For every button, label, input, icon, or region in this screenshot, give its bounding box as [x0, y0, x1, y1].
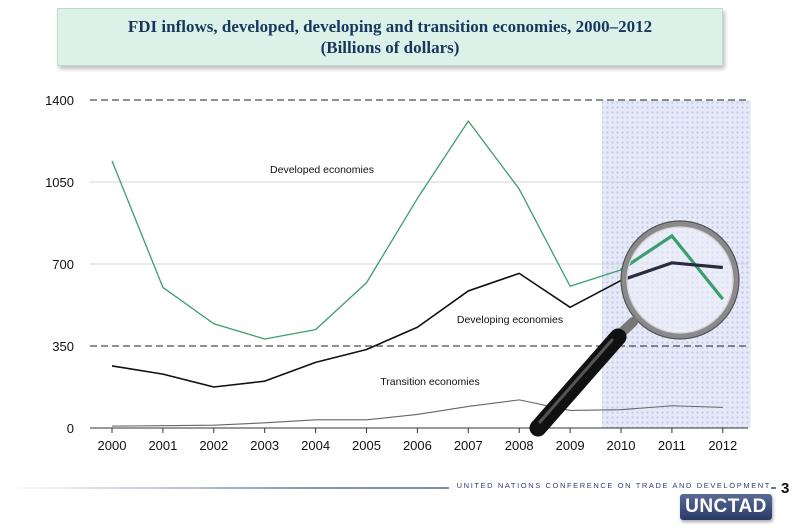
chart-subtitle: (Billions of dollars) [320, 38, 460, 57]
magnifier-rim-edge [620, 220, 740, 340]
x-tick-label: 2008 [505, 438, 534, 453]
x-tick-label: 2005 [352, 438, 381, 453]
series-label: Developed economies [270, 164, 374, 176]
y-tick-label: 0 [67, 421, 74, 436]
x-tick-label: 2011 [658, 438, 686, 453]
magnifier-handle [529, 328, 627, 437]
y-tick-label: 1400 [45, 93, 74, 108]
magnified-developed-line [620, 233, 725, 301]
y-tick-label: 1050 [45, 175, 74, 190]
magnifier-rim [620, 220, 740, 340]
series-label: Transition economies [380, 376, 479, 388]
magnifier-rim-inner [626, 226, 734, 334]
series-line [111, 399, 723, 427]
x-tick-label: 2010 [607, 438, 636, 453]
footer-rule [6, 487, 776, 489]
magnified-developing-line [620, 261, 723, 282]
x-tick-label: 2007 [454, 438, 483, 453]
x-tick-label: 2006 [403, 438, 432, 453]
x-tick-label: 2004 [301, 438, 330, 453]
x-tick-label: 2000 [98, 438, 127, 453]
magnifier-handle-highlight [538, 338, 614, 424]
chart-title-box: FDI inflows, developed, developing and t… [57, 8, 723, 66]
x-tick-label: 2003 [250, 438, 279, 453]
x-tick-label: 2012 [708, 438, 737, 453]
x-tick-label: 2002 [199, 438, 228, 453]
y-tick-label: 700 [52, 257, 74, 272]
y-tick-label: 350 [52, 339, 74, 354]
series-label: Developing economies [457, 314, 563, 326]
unctad-logo: UNCTAD [680, 494, 772, 520]
magnifier-lens [624, 224, 736, 336]
x-tick-label: 2001 [148, 438, 177, 453]
x-tick-label: 2009 [556, 438, 585, 453]
organization-name: UNITED NATIONS CONFERENCE ON TRADE AND D… [448, 481, 771, 490]
page-number: 3 [781, 480, 790, 497]
chart-title: FDI inflows, developed, developing and t… [127, 17, 653, 36]
